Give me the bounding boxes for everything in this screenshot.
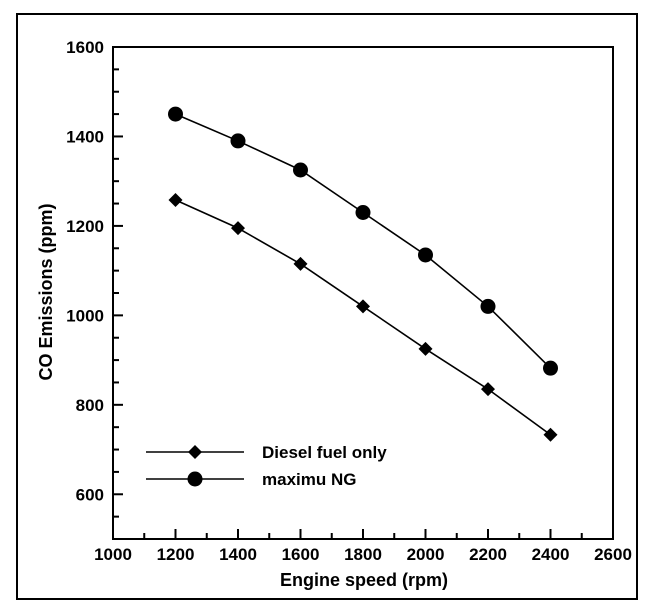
y-axis-title: CO Emissions (ppm) (36, 203, 56, 380)
circle-marker (230, 133, 246, 149)
x-tick-labels: 1000 1200 1400 1600 1800 2000 2200 2400 2600 (94, 545, 632, 564)
x-tick-label: 1000 (94, 545, 132, 564)
x-tick-label: 1600 (282, 545, 320, 564)
circle-marker (480, 298, 496, 314)
circle-marker (293, 162, 308, 178)
x-tick-label: 2000 (407, 545, 445, 564)
circle-marker (168, 106, 183, 122)
circle-marker (355, 204, 371, 220)
y-tick-label: 1000 (66, 306, 104, 325)
diamond-marker (168, 192, 183, 207)
x-tick-label: 1800 (344, 545, 382, 564)
x-axis-title: Engine speed (rpm) (280, 570, 448, 590)
x-tick-label: 1200 (157, 545, 195, 564)
x-tick-label: 2400 (532, 545, 570, 564)
legend: Diesel fuel only maximu NG (146, 443, 387, 489)
y-tick-label: 1600 (66, 38, 104, 57)
axis-ticks (112, 46, 614, 540)
y-tick-label: 1200 (66, 217, 104, 236)
y-tick-label: 800 (76, 396, 104, 415)
legend-entry: Diesel fuel only (146, 443, 387, 462)
legend-diamond-marker (188, 445, 202, 459)
y-tick-label: 1400 (66, 127, 104, 146)
legend-circle-marker (187, 471, 203, 487)
series-layer (168, 106, 558, 442)
y-tick-labels: 600 800 1000 1200 1400 1600 (66, 38, 104, 504)
diamond-marker (356, 299, 370, 314)
figure-border (16, 13, 638, 600)
legend-entry: maximu NG (146, 470, 356, 489)
legend-label: maximu NG (262, 470, 356, 489)
diamond-marker (418, 341, 433, 356)
diamond-marker (231, 221, 245, 236)
circle-marker (543, 360, 558, 376)
series-2 (168, 106, 558, 376)
series-1 (168, 192, 558, 442)
y-tick-label: 600 (76, 485, 104, 504)
x-tick-label: 2200 (469, 545, 507, 564)
circle-marker (418, 247, 433, 263)
diamond-marker (293, 256, 308, 271)
x-tick-label: 1400 (219, 545, 257, 564)
legend-label: Diesel fuel only (262, 443, 387, 462)
diamond-marker (543, 427, 558, 442)
diamond-marker (481, 382, 495, 397)
x-tick-label: 2600 (594, 545, 632, 564)
